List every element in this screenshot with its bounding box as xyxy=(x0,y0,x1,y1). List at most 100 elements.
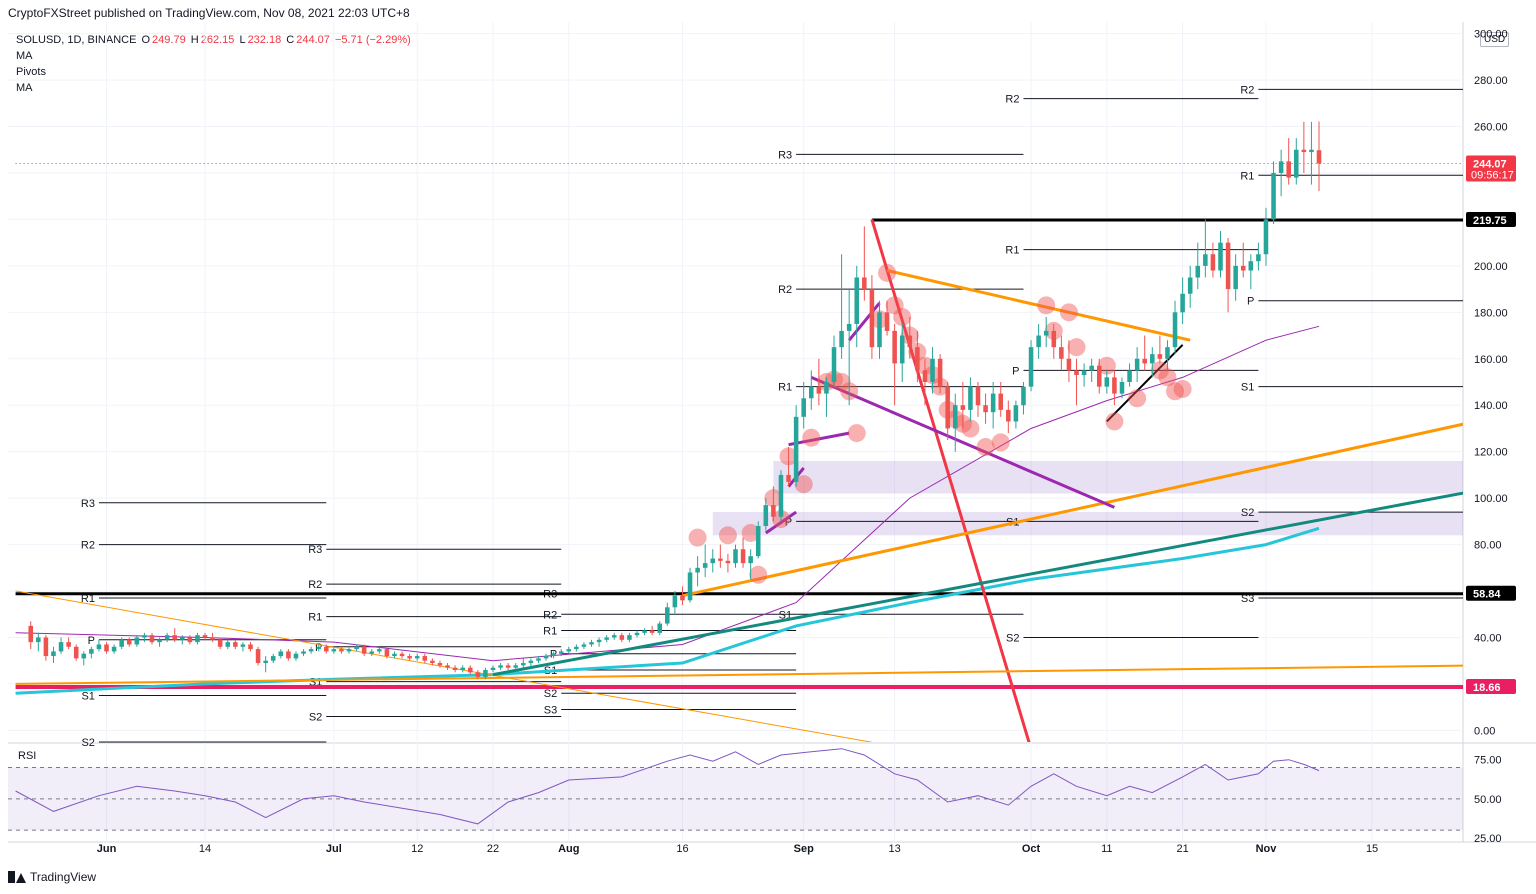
candle-body xyxy=(1081,370,1087,376)
grid-layer xyxy=(8,22,1536,843)
pivot-label-r2: R2 xyxy=(1240,84,1254,96)
highlight-marker xyxy=(1173,379,1192,398)
y-tick-label: 260.00 xyxy=(1474,122,1508,134)
candle-body xyxy=(695,567,700,573)
candle-body xyxy=(1089,365,1094,371)
pivot-label-r1: R1 xyxy=(1240,170,1254,182)
pivot-label-r1: R1 xyxy=(308,612,322,624)
highlight-marker xyxy=(885,296,904,315)
pivot-label-s2: S2 xyxy=(544,688,557,700)
candle-body xyxy=(1195,265,1201,278)
candle-body xyxy=(1112,377,1117,394)
candle-body xyxy=(521,663,526,666)
close-value: 244.07 xyxy=(296,34,330,46)
candle-body xyxy=(1248,261,1254,271)
x-tick-label: Oct xyxy=(1022,843,1041,855)
tradingview-brand[interactable]: TradingView xyxy=(8,870,96,884)
rsi-tick-label: 75.00 xyxy=(1474,755,1502,767)
highlight-marker xyxy=(847,424,866,443)
candle-body xyxy=(611,635,617,638)
trendline xyxy=(492,491,1463,677)
price-label-text: 244.07 xyxy=(1473,159,1507,171)
candle-body xyxy=(801,398,806,417)
candle-body xyxy=(907,335,913,348)
candle-body xyxy=(899,335,905,364)
candle-body xyxy=(740,549,746,564)
candle-body xyxy=(293,653,299,659)
candle-body xyxy=(998,393,1004,410)
candle-body xyxy=(763,505,769,526)
brand-label: TradingView xyxy=(30,870,97,884)
candle-body xyxy=(1157,354,1163,359)
pivot-label-s3: S3 xyxy=(544,704,557,716)
close-label: C xyxy=(286,34,295,46)
candle-body xyxy=(1263,219,1269,255)
candle-body xyxy=(1180,293,1185,313)
high-value: 262.15 xyxy=(200,34,235,46)
candle-body xyxy=(66,642,71,647)
highlight-marker xyxy=(832,373,851,391)
rsi-tick-label: 50.00 xyxy=(1474,794,1502,806)
candle-body xyxy=(1225,242,1231,290)
candle-body xyxy=(369,651,375,654)
highlight-marker xyxy=(878,263,897,282)
candle-body xyxy=(339,649,344,652)
candle-body xyxy=(846,323,852,331)
candle-body xyxy=(490,667,496,670)
candle-body xyxy=(324,646,329,652)
highlight-marker xyxy=(991,433,1010,452)
candle-body xyxy=(354,646,359,650)
publisher-text: CryptoFXStreet published on TradingView.… xyxy=(8,6,410,20)
candle-body xyxy=(786,474,791,482)
pivot-label-r2: R2 xyxy=(778,284,792,296)
x-tick-label: 11 xyxy=(1101,843,1112,855)
candle-body xyxy=(1172,312,1178,348)
y-tick-label: 0.00 xyxy=(1474,725,1495,737)
candle-body xyxy=(1210,254,1216,271)
pivot-label-p: P xyxy=(1247,296,1254,308)
candle-body xyxy=(467,667,473,673)
candle-body xyxy=(248,644,253,650)
trendline xyxy=(886,269,1191,342)
highlight-marker xyxy=(893,307,912,326)
candle-body xyxy=(172,635,177,640)
candle-body xyxy=(1127,370,1132,382)
horizontal-levels-layer xyxy=(15,163,1463,690)
candle-body xyxy=(665,607,670,624)
candle-body xyxy=(377,649,382,652)
candle-body xyxy=(126,639,132,645)
pivot-label-s2: S2 xyxy=(1006,632,1019,644)
candle-body xyxy=(1028,347,1034,387)
candle-body xyxy=(558,651,564,654)
pivot-label-r1: R1 xyxy=(543,626,557,638)
candle-body xyxy=(1096,365,1102,387)
x-tick-label: 22 xyxy=(487,843,499,855)
candle-body xyxy=(642,630,647,633)
pivot-label-r2: R2 xyxy=(308,579,322,591)
candle-body xyxy=(1142,358,1147,364)
candle-body xyxy=(513,665,519,668)
candle-body xyxy=(498,665,503,668)
indicator-ma-2[interactable]: MA xyxy=(16,82,33,94)
indicator-ma-1[interactable]: MA xyxy=(16,50,33,62)
pivot-label-r3: R3 xyxy=(81,498,95,510)
candle-body xyxy=(824,382,829,394)
candle-body xyxy=(596,639,602,643)
trendline xyxy=(848,302,881,342)
candle-body xyxy=(710,558,716,564)
candle-body xyxy=(1119,382,1125,394)
highlight-marker xyxy=(802,428,821,447)
trendline xyxy=(764,510,797,535)
indicator-pivots[interactable]: Pivots xyxy=(16,66,46,78)
candle-body xyxy=(725,560,731,564)
candle-body xyxy=(862,277,867,290)
candle-body xyxy=(483,670,488,677)
candle-body xyxy=(566,649,572,652)
x-tick-label: 12 xyxy=(411,843,423,855)
currency-button[interactable]: USD xyxy=(1480,32,1510,47)
rsi-panel-layer: 25.00 50.00 75.00 xyxy=(8,748,1502,845)
price-label-text: 219.75 xyxy=(1473,215,1507,227)
candle-body xyxy=(543,656,549,659)
pivot-label-r2: R2 xyxy=(81,540,95,552)
